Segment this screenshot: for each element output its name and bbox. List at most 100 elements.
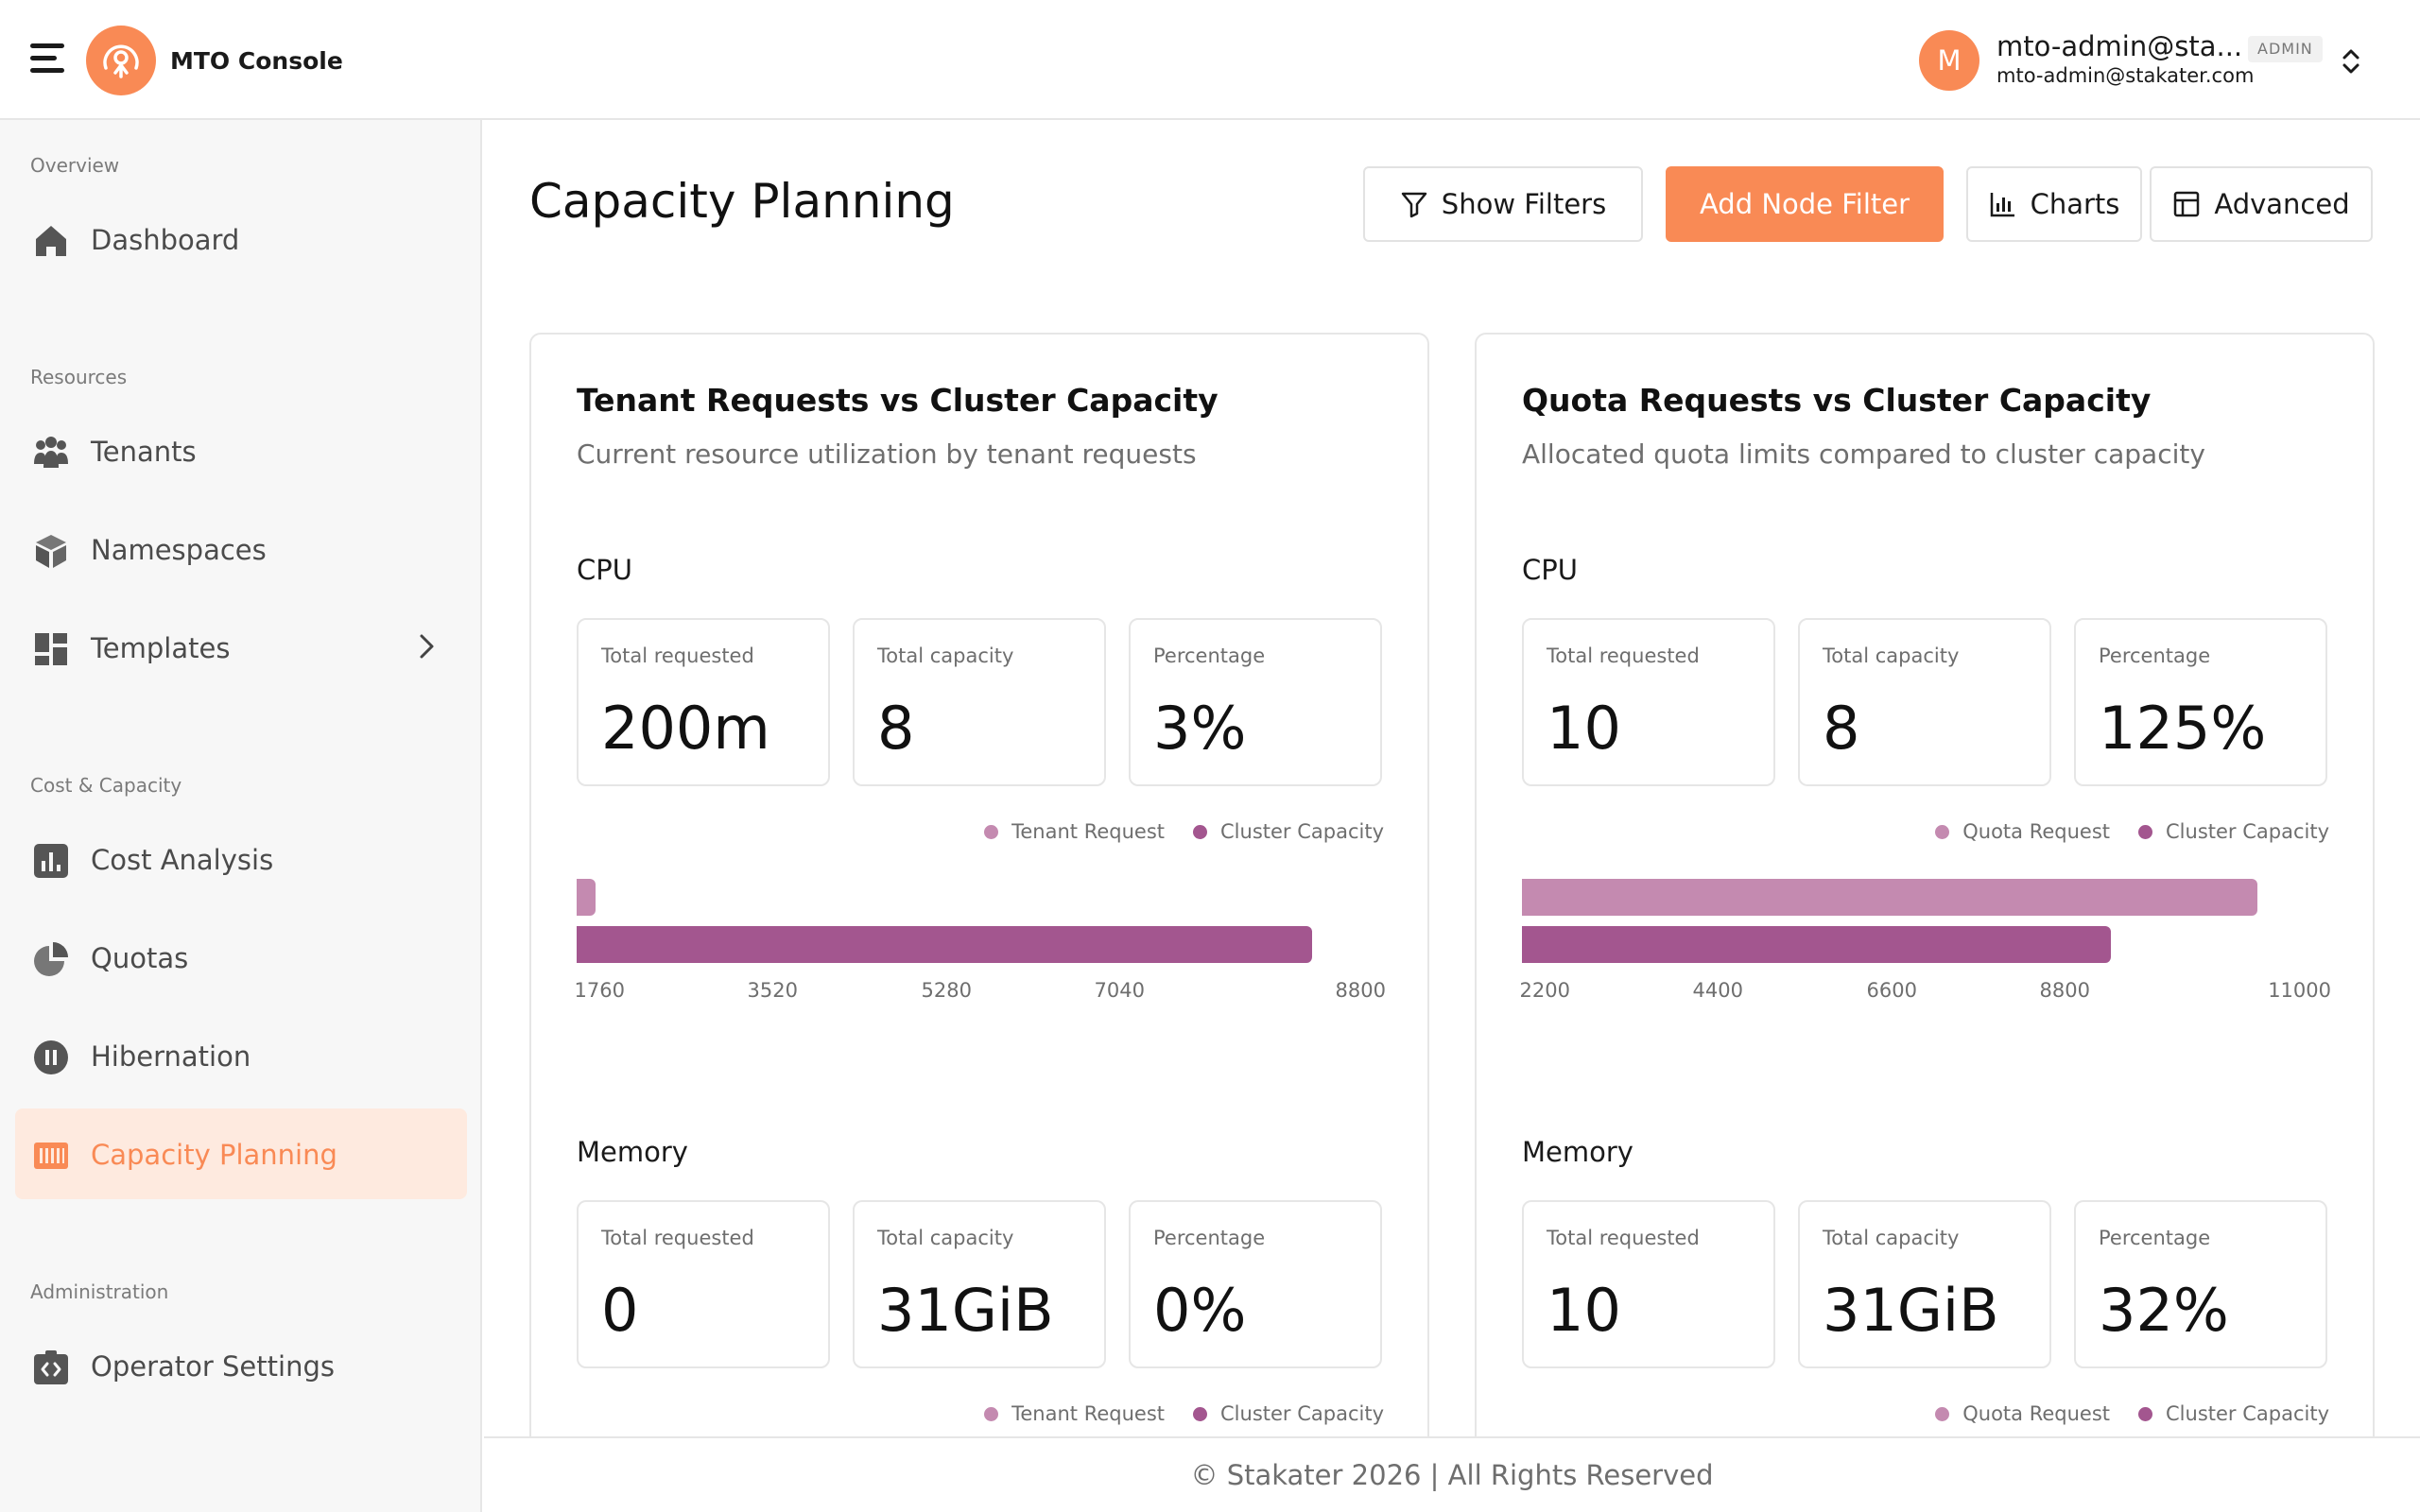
cube-icon bbox=[36, 535, 66, 568]
user-menu[interactable]: M mto-admin@sta... ADMIN mto-admin@staka… bbox=[1919, 28, 2363, 94]
section-label-overview: Overview bbox=[30, 154, 120, 177]
stat-label: Total requested bbox=[601, 1227, 754, 1249]
legend-item-request[interactable]: Quota Request bbox=[1935, 820, 2110, 843]
x-tick-label: 4400 bbox=[1692, 979, 1743, 1002]
cpu-section-label: CPU bbox=[1522, 554, 1578, 586]
legend-swatch bbox=[1935, 1406, 1950, 1421]
card-subtitle: Allocated quota limits compared to clust… bbox=[1522, 438, 2205, 470]
stat-value: 0 bbox=[601, 1276, 639, 1345]
app-logo[interactable] bbox=[86, 26, 156, 95]
legend-swatch bbox=[2138, 1406, 2153, 1421]
user-name: mto-admin@sta... bbox=[1996, 30, 2243, 62]
legend-swatch bbox=[1935, 824, 1950, 839]
legend-item-request[interactable]: Tenant Request bbox=[984, 1402, 1165, 1425]
stat-label: Total capacity bbox=[1823, 1227, 1960, 1249]
sidebar-item-dashboard[interactable]: Dashboard bbox=[15, 194, 467, 284]
section-label-administration: Administration bbox=[30, 1280, 169, 1303]
sidebar-item-namespaces[interactable]: Namespaces bbox=[15, 504, 467, 594]
stat-value: 200m bbox=[601, 694, 770, 763]
legend-item-capacity[interactable]: Cluster Capacity bbox=[2138, 820, 2329, 843]
filter-icon bbox=[1401, 192, 1427, 218]
section-label-cost-capacity: Cost & Capacity bbox=[30, 774, 182, 797]
stat-value: 3% bbox=[1153, 694, 1247, 763]
avatar: M bbox=[1919, 30, 1979, 91]
sidebar-item-templates[interactable]: Templates bbox=[15, 602, 467, 693]
sidebar-item-quotas[interactable]: Quotas bbox=[15, 912, 467, 1003]
card-title: Tenant Requests vs Cluster Capacity bbox=[577, 382, 1219, 419]
pie-chart-icon bbox=[34, 942, 68, 976]
sidebar-item-cost-analysis[interactable]: Cost Analysis bbox=[15, 814, 467, 904]
stat-percentage: Percentage 125% bbox=[2074, 618, 2327, 786]
chevron-up-down-icon[interactable] bbox=[2337, 45, 2365, 77]
legend-label: Tenant Request bbox=[1011, 820, 1166, 843]
user-email: mto-admin@stakater.com bbox=[1996, 64, 2255, 87]
chevron-right-icon[interactable] bbox=[412, 632, 441, 661]
legend-label: Cluster Capacity bbox=[2166, 820, 2329, 843]
stat-percentage: Percentage 32% bbox=[2074, 1200, 2327, 1368]
stat-value: 8 bbox=[1823, 694, 1860, 763]
stat-label: Percentage bbox=[2099, 644, 2211, 667]
x-tick-label: 8800 bbox=[1335, 979, 1386, 1002]
footer-text: © Stakater 2026 | All Rights Reserved bbox=[1190, 1459, 1714, 1491]
role-badge: ADMIN bbox=[2248, 36, 2323, 62]
legend-label: Cluster Capacity bbox=[2166, 1402, 2329, 1425]
section-label-resources: Resources bbox=[30, 366, 128, 388]
sidebar-item-tenants[interactable]: Tenants bbox=[15, 405, 467, 496]
users-icon bbox=[34, 437, 68, 468]
stat-value: 10 bbox=[1547, 1276, 1621, 1345]
add-node-filter-button[interactable]: Add Node Filter bbox=[1666, 166, 1944, 242]
sidebar-item-label: Namespaces bbox=[91, 534, 267, 566]
legend-swatch bbox=[1193, 1406, 1208, 1421]
footer: © Stakater 2026 | All Rights Reserved bbox=[484, 1436, 2420, 1512]
sidebar-item-capacity-planning[interactable]: Capacity Planning bbox=[15, 1108, 467, 1199]
bar-tenant-request[interactable] bbox=[577, 879, 596, 916]
template-icon bbox=[35, 633, 67, 665]
stat-total-requested: Total requested 0 bbox=[577, 1200, 830, 1368]
cpu-section-label: CPU bbox=[577, 554, 632, 586]
stat-value: 10 bbox=[1547, 694, 1621, 763]
stat-percentage: Percentage 3% bbox=[1129, 618, 1382, 786]
sidebar-item-label: Capacity Planning bbox=[91, 1139, 337, 1171]
sidebar-item-label: Tenants bbox=[91, 436, 197, 468]
stat-total-capacity: Total capacity 31GiB bbox=[1798, 1200, 2051, 1368]
legend-label: Quota Request bbox=[1962, 1402, 2111, 1425]
legend-item-capacity[interactable]: Cluster Capacity bbox=[1193, 1402, 1384, 1425]
legend-item-request[interactable]: Quota Request bbox=[1935, 1402, 2110, 1425]
stat-label: Total capacity bbox=[877, 644, 1014, 667]
bar-cluster-capacity[interactable] bbox=[577, 926, 1312, 963]
stat-label: Total requested bbox=[1547, 1227, 1700, 1249]
sidebar-item-label: Templates bbox=[91, 632, 231, 664]
cpu-bar-chart: 1760 3520 5280 7040 8800 bbox=[575, 877, 1386, 1009]
sidebar-item-hibernation[interactable]: Hibernation bbox=[15, 1010, 467, 1101]
code-settings-icon bbox=[34, 1350, 68, 1384]
stat-value: 0% bbox=[1153, 1276, 1247, 1345]
tenant-requests-card: Tenant Requests vs Cluster Capacity Curr… bbox=[529, 333, 1429, 1495]
legend-item-request[interactable]: Tenant Request bbox=[984, 820, 1165, 843]
chart-legend: Tenant Request Cluster Capacity bbox=[984, 1402, 1384, 1425]
stat-label: Total requested bbox=[601, 644, 754, 667]
charts-label: Charts bbox=[2030, 188, 2120, 220]
x-tick-label: 2200 bbox=[1519, 979, 1570, 1002]
legend-item-capacity[interactable]: Cluster Capacity bbox=[1193, 820, 1384, 843]
x-tick-label: 5280 bbox=[921, 979, 972, 1002]
bar-quota-request[interactable] bbox=[1522, 879, 2257, 916]
stat-label: Total capacity bbox=[877, 1227, 1014, 1249]
legend-label: Cluster Capacity bbox=[1220, 820, 1384, 843]
legend-item-capacity[interactable]: Cluster Capacity bbox=[2138, 1402, 2329, 1425]
bar-cluster-capacity[interactable] bbox=[1522, 926, 2111, 963]
charts-button[interactable]: Charts bbox=[1966, 166, 2142, 242]
page-title: Capacity Planning bbox=[529, 174, 955, 229]
advanced-label: Advanced bbox=[2214, 188, 2350, 220]
quota-requests-card: Quota Requests vs Cluster Capacity Alloc… bbox=[1475, 333, 2375, 1495]
add-node-filter-label: Add Node Filter bbox=[1699, 188, 1910, 220]
menu-icon[interactable] bbox=[30, 43, 64, 74]
advanced-button[interactable]: Advanced bbox=[2150, 166, 2373, 242]
legend-label: Cluster Capacity bbox=[1220, 1402, 1384, 1425]
stat-label: Total requested bbox=[1547, 644, 1700, 667]
sidebar-item-label: Cost Analysis bbox=[91, 844, 274, 876]
stat-total-requested: Total requested 200m bbox=[577, 618, 830, 786]
legend-swatch bbox=[2138, 824, 2153, 839]
show-filters-button[interactable]: Show Filters bbox=[1363, 166, 1643, 242]
stat-label: Percentage bbox=[1153, 1227, 1266, 1249]
sidebar-item-operator-settings[interactable]: Operator Settings bbox=[15, 1320, 467, 1411]
